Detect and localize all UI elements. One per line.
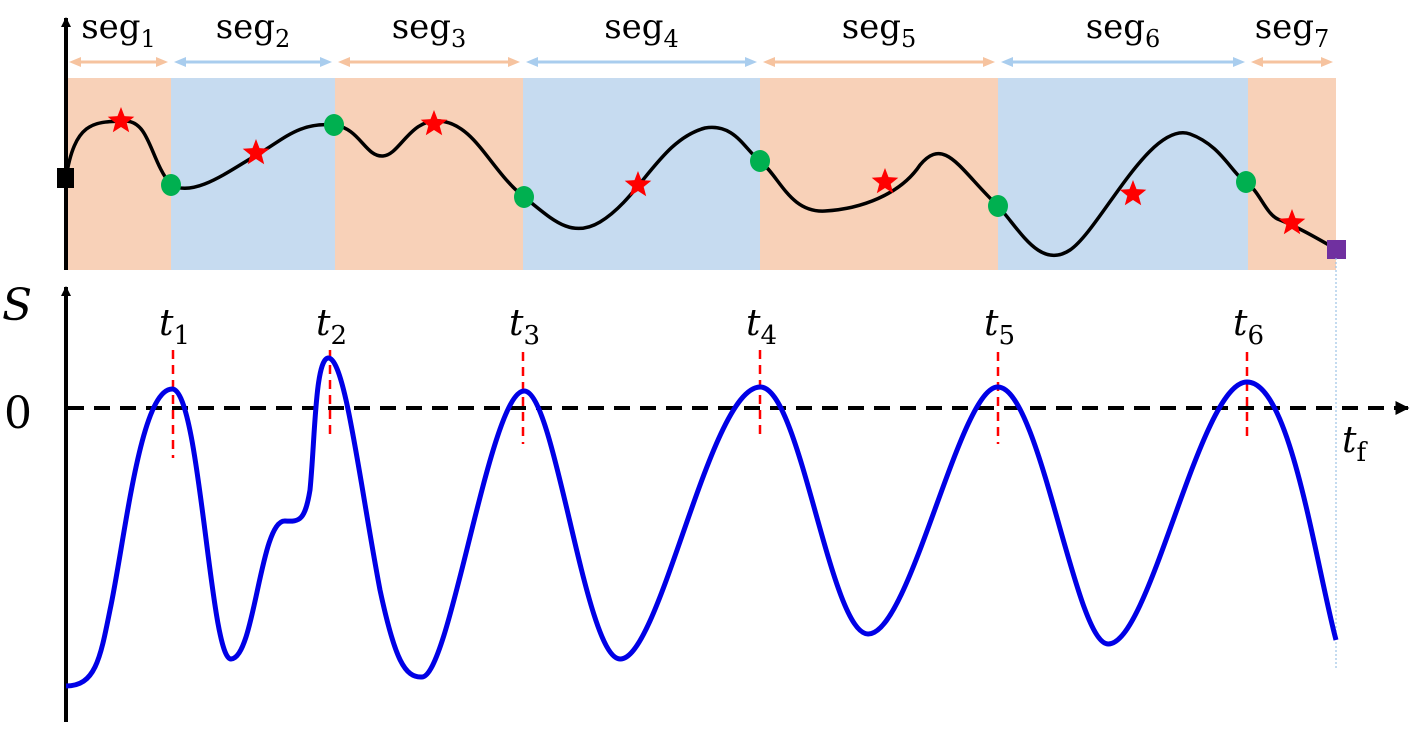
segment-label-7: seg7 (1255, 7, 1330, 53)
switch-time-label-4: t4 (746, 303, 777, 351)
segment-switch-points (161, 114, 1256, 217)
switch-time-markers: t1 t2 t3 t4 t5 t6 (159, 303, 1264, 458)
switch-time-label-3: t3 (509, 303, 540, 351)
segment-labels: seg1 seg2 seg3 seg4 seg5 seg6 seg7 (81, 7, 1329, 53)
segment-band-6 (998, 78, 1248, 270)
segment-band-2 (171, 78, 335, 270)
segment-span-arrow-7 (1251, 57, 1333, 67)
start-marker (57, 168, 74, 188)
bottom-panel: S 0 tf t1 t2 t3 t4 t5 t6 (2, 280, 1410, 722)
switch-point-2 (324, 114, 344, 136)
s-axis-label: S (2, 280, 32, 331)
segment-span-arrow-5 (763, 57, 995, 67)
segment-label-3: seg3 (392, 7, 467, 53)
switch-time-label-2: t2 (316, 303, 347, 351)
midpoint-stars (107, 107, 1306, 235)
switch-point-5 (988, 195, 1008, 217)
segment-bands (66, 78, 1336, 270)
switch-point-6 (1236, 171, 1256, 193)
segment-span-arrows (69, 57, 1333, 67)
switch-time-label-6: t6 (1233, 303, 1264, 351)
segment-band-5 (760, 78, 998, 270)
segment-span-arrow-2 (174, 57, 332, 67)
switch-point-3 (514, 186, 534, 208)
star-marker-7 (1278, 209, 1306, 235)
zero-label: 0 (4, 388, 32, 439)
segment-label-2: seg2 (216, 7, 291, 53)
end-marker (1327, 240, 1346, 259)
segment-band-7 (1248, 78, 1336, 270)
final-time-base: t (1342, 420, 1357, 461)
switch-time-label-5: t5 (984, 303, 1015, 351)
final-time-label: tf (1342, 420, 1368, 468)
segment-label-5: seg5 (842, 7, 917, 53)
segment-span-arrow-6 (1001, 57, 1245, 67)
segment-label-6: seg6 (1086, 7, 1161, 53)
segment-band-1 (66, 78, 171, 270)
switch-point-4 (750, 150, 770, 172)
star-marker-3 (420, 110, 448, 136)
switch-time-label-1: t1 (159, 303, 190, 351)
star-marker-2 (242, 139, 270, 165)
segment-label-1: seg1 (81, 7, 156, 53)
segment-band-3 (335, 78, 523, 270)
switching-function-curve (65, 355, 1339, 689)
segment-band-4 (523, 78, 760, 270)
star-marker-5 (871, 168, 899, 194)
segment-span-arrow-1 (69, 57, 168, 67)
segment-span-arrow-3 (338, 57, 520, 67)
star-marker-6 (1119, 180, 1147, 206)
top-panel: seg1 seg2 seg3 seg4 seg5 seg6 seg7 (57, 7, 1346, 270)
switch-point-1 (161, 174, 181, 196)
segment-span-arrow-4 (526, 57, 757, 67)
star-marker-1 (107, 107, 135, 133)
star-marker-4 (624, 171, 652, 197)
segment-label-4: seg4 (604, 7, 679, 53)
final-time-sub: f (1356, 438, 1368, 468)
